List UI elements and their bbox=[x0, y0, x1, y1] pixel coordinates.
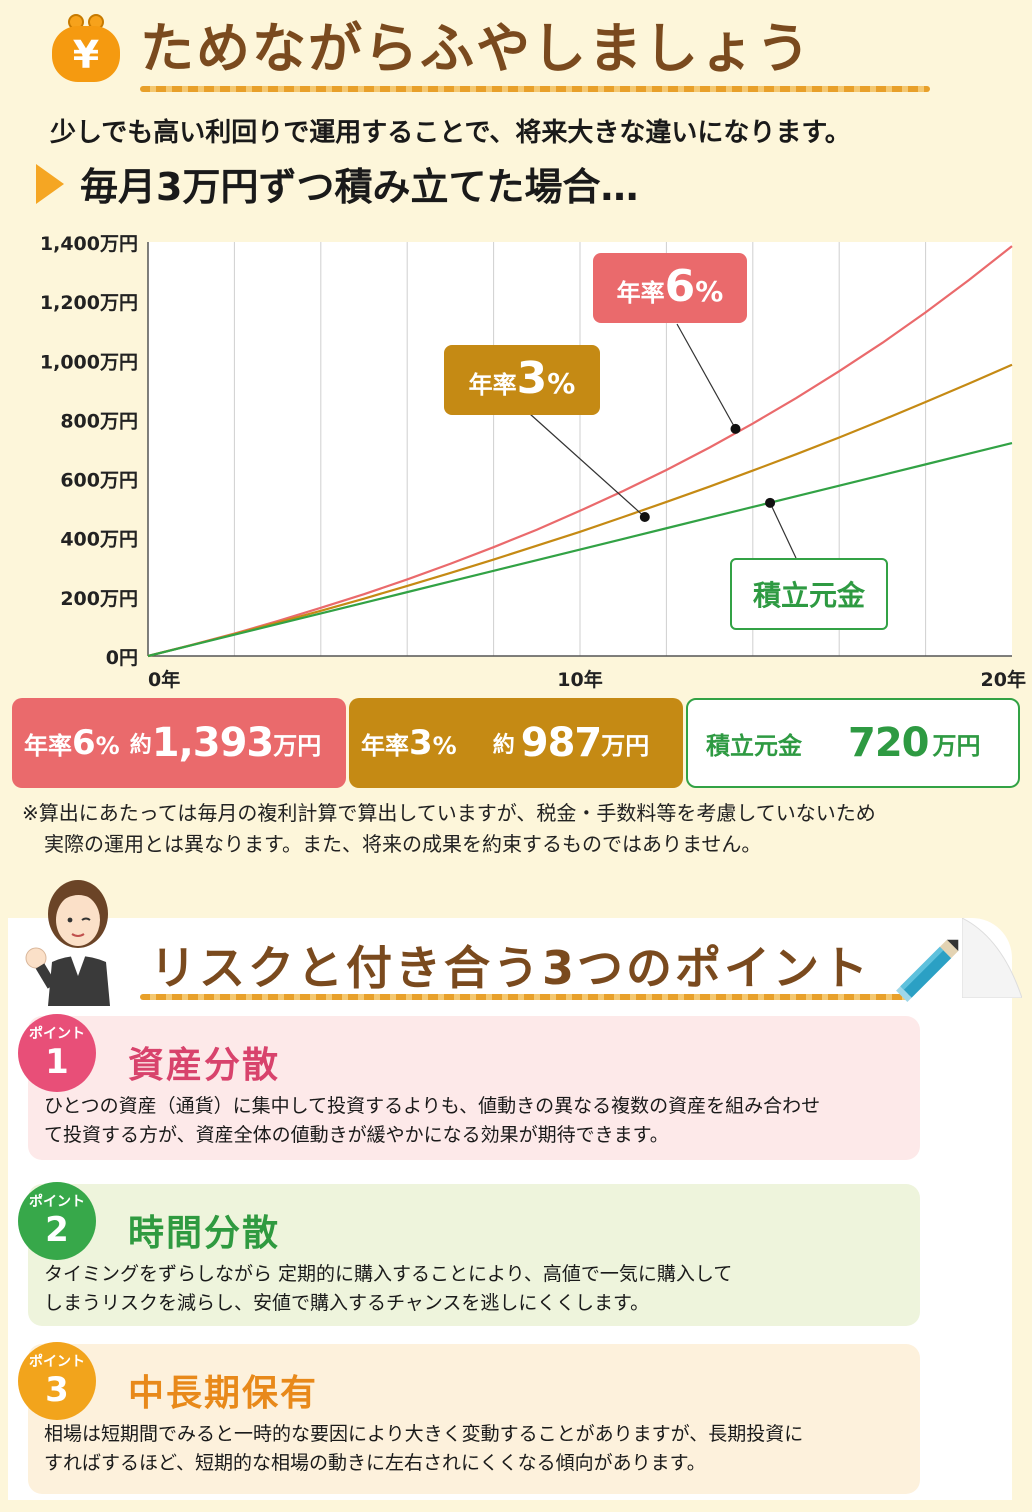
point-title-2: 時間分散 bbox=[128, 1213, 281, 1254]
point-badge-label: ポイント bbox=[29, 1354, 85, 1370]
yen-purse-icon: ¥ bbox=[52, 14, 120, 82]
point-badge-2: ポイント 2 bbox=[18, 1182, 96, 1260]
point-text-1: ひとつの資産（通貨）に集中して投資するよりも、値動きの異なる複数の資産を組み合わ… bbox=[44, 1095, 821, 1146]
callout-rate3-percent: % bbox=[547, 367, 576, 400]
summary-rate6: 年率 6% 約 1,393 万円 bbox=[12, 698, 346, 788]
paper-fold-corner bbox=[962, 918, 1022, 998]
summary-principal-unit: 万円 bbox=[932, 731, 981, 760]
callout-point bbox=[639, 512, 650, 523]
callout-point bbox=[730, 423, 741, 434]
disclaimer-note: ※算出にあたっては毎月の複利計算で算出していますが、税金・手数料等を考慮していな… bbox=[22, 798, 876, 860]
triangle-arrow-icon bbox=[36, 164, 64, 204]
callout-rate6-text: 年率 bbox=[616, 279, 665, 307]
point-card-1: ポイント 1 資産分散 ひとつの資産（通貨）に集中して投資するよりも、値動きの異… bbox=[18, 1014, 920, 1160]
summary-rate6-approx: 約 bbox=[129, 733, 152, 758]
risk-section-title: リスクと付き合う3つのポイント bbox=[150, 941, 872, 995]
point-badge-number: 3 bbox=[45, 1370, 69, 1410]
callout-leader-line bbox=[676, 323, 737, 430]
risk-title-underline bbox=[140, 994, 910, 1000]
point-badge-label: ポイント bbox=[29, 1194, 85, 1210]
sub-heading: 毎月3万円ずつ積み立てた場合… bbox=[80, 165, 639, 209]
summary-principal: 積立元金 720 万円 bbox=[686, 698, 1020, 788]
callout-leader-line bbox=[769, 502, 797, 559]
y-tick-label: 1,200万円 bbox=[40, 292, 138, 314]
summary-rate6-value: 1,393 bbox=[151, 720, 275, 766]
callout-label-principal: 積立元金 bbox=[730, 558, 888, 630]
growth-line-chart: 0円 200万円 400万円 600万円 800万円 1,000万円 1,200万円 1,40… bbox=[40, 233, 1026, 691]
summary-principal-label: 積立元金 bbox=[706, 731, 802, 760]
point-badge-number: 1 bbox=[45, 1042, 69, 1082]
summary-rate3-unit: 万円 bbox=[601, 731, 650, 760]
x-tick-label: 20年 bbox=[981, 668, 1026, 691]
point-badge-number: 2 bbox=[45, 1210, 69, 1250]
y-tick-label: 1,000万円 bbox=[40, 351, 138, 373]
pencil-icon bbox=[896, 939, 959, 1002]
callout-label-rate6: 年率 6 % bbox=[593, 253, 747, 323]
point-badge-1: ポイント 1 bbox=[18, 1014, 96, 1092]
callout-leader-line bbox=[529, 413, 646, 518]
summary-rate6-unit: 万円 bbox=[273, 731, 322, 760]
page-title: ためながらふやしましょう bbox=[140, 17, 812, 80]
y-tick-label: 0円 bbox=[106, 647, 138, 669]
summary-rate3-value: 987 bbox=[520, 720, 602, 766]
point-text-2: タイミングをずらしながら 定期的に購入することにより、高値で一気に購入して しま… bbox=[44, 1263, 733, 1314]
callout-rate3-text: 年率 bbox=[468, 371, 517, 399]
x-tick-label: 10年 bbox=[557, 668, 602, 691]
yen-symbol: ¥ bbox=[73, 33, 99, 77]
callout-label-rate3: 年率 3 % bbox=[444, 345, 600, 415]
point-card-3: ポイント 3 中長期保有 相場は短期間でみると一時的な要因により大きく変動するこ… bbox=[18, 1342, 920, 1494]
point-badge-label: ポイント bbox=[29, 1026, 85, 1042]
point-badge-3: ポイント 3 bbox=[18, 1342, 96, 1420]
point-card-2: ポイント 2 時間分散 タイミングをずらしながら 定期的に購入することにより、高… bbox=[18, 1182, 920, 1326]
x-tick-label: 0年 bbox=[148, 668, 180, 691]
summary-rate6-label: 年率 bbox=[24, 731, 72, 760]
point-title-1: 資産分散 bbox=[128, 1045, 281, 1086]
disclaimer-line-2: 実際の運用とは異なります。また、将来の成果を約束するものではありません。 bbox=[44, 832, 762, 856]
point-title-3: 中長期保有 bbox=[128, 1373, 319, 1414]
summary-principal-value: 720 bbox=[848, 720, 929, 766]
summary-rate3: 年率 3% 約 987 万円 bbox=[349, 698, 683, 788]
series-line-principal bbox=[147, 442, 1013, 658]
disclaimer-line-1: ※算出にあたっては毎月の複利計算で算出していますが、税金・手数料等を考慮していな… bbox=[22, 801, 876, 825]
title-underline bbox=[140, 86, 930, 92]
summary-rate3-pct: 3% bbox=[409, 723, 457, 763]
woman-ok-gesture-icon bbox=[25, 880, 110, 1006]
callout-rate6-percent: % bbox=[695, 275, 724, 308]
intro-text: 少しでも高い利回りで運用することで、将来大きな違いになります。 bbox=[50, 118, 851, 148]
summary-rate3-label: 年率 bbox=[361, 731, 409, 760]
summary-rate6-pct: 6% bbox=[72, 723, 120, 763]
callout-rate6-number: 6 bbox=[664, 261, 696, 312]
y-tick-label: 200万円 bbox=[60, 588, 138, 610]
summary-rate3-approx: 約 bbox=[492, 733, 515, 758]
series-line-rate6 bbox=[147, 245, 1013, 658]
y-tick-label: 800万円 bbox=[60, 410, 138, 432]
y-tick-label: 600万円 bbox=[60, 470, 138, 492]
y-tick-label: 400万円 bbox=[60, 529, 138, 551]
y-tick-label: 1,400万円 bbox=[40, 233, 138, 255]
point-text-3: 相場は短期間でみると一時的な要因により大きく変動することがありますが、長期投資に… bbox=[44, 1423, 804, 1474]
series-line-rate3 bbox=[147, 363, 1013, 658]
callout-rate3-number: 3 bbox=[516, 353, 548, 404]
callout-point bbox=[765, 497, 776, 508]
